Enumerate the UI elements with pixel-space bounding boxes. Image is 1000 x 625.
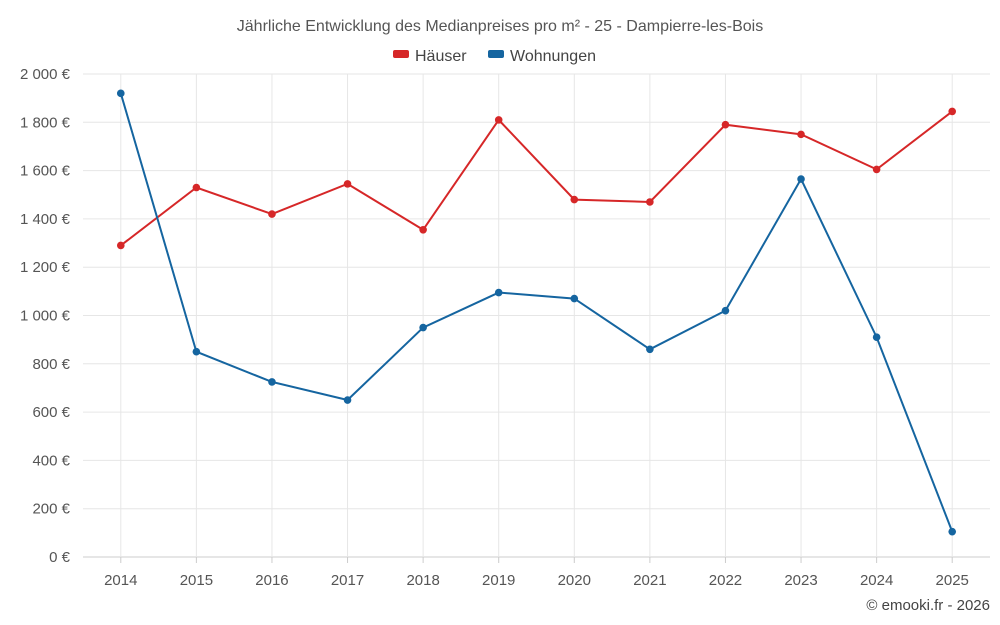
data-point[interactable] — [192, 183, 201, 192]
data-point[interactable] — [948, 107, 957, 116]
y-axis-ticks: 0 € 200 € 400 € 600 € 800 € 1 000 € 1 200 € 1 4… — [20, 66, 71, 566]
x-tick-label: 2020 — [558, 572, 591, 589]
x-tick-label: 2016 — [255, 572, 288, 589]
x-tick-label: 2024 — [860, 572, 893, 589]
series-line — [119, 93, 954, 533]
data-point[interactable] — [268, 210, 276, 218]
y-tick-label: 1 800 € — [20, 114, 71, 131]
series-layer — [116, 89, 957, 536]
data-point[interactable] — [268, 378, 276, 386]
series-1 — [116, 89, 957, 536]
credit-text: © emooki.fr - 2026 — [866, 597, 990, 614]
x-tick-label: 2019 — [482, 572, 515, 589]
data-point[interactable] — [797, 175, 805, 183]
data-point[interactable] — [419, 225, 427, 234]
data-point[interactable] — [116, 89, 125, 98]
data-point[interactable] — [494, 116, 503, 124]
data-point[interactable] — [721, 306, 730, 315]
chart-title: Jährliche Entwicklung des Medianpreises … — [237, 18, 763, 35]
series-0 — [116, 107, 957, 250]
y-tick-label: 200 € — [32, 501, 70, 518]
data-point[interactable] — [646, 198, 654, 206]
x-tick-label: 2022 — [709, 572, 742, 589]
y-tick-label: 400 € — [32, 452, 70, 469]
data-point[interactable] — [721, 120, 730, 129]
data-point[interactable] — [872, 333, 881, 342]
legend-label-wohnungen[interactable]: Wohnungen — [510, 48, 596, 65]
data-point[interactable] — [343, 396, 352, 404]
y-tick-label: 600 € — [32, 404, 70, 421]
legend-label-haeuser[interactable]: Häuser — [415, 48, 467, 65]
data-point[interactable] — [570, 294, 579, 303]
x-tick-label: 2021 — [633, 572, 666, 589]
data-point[interactable] — [570, 195, 579, 204]
x-tick-label: 2025 — [936, 572, 969, 589]
legend-swatch-haeuser — [393, 50, 409, 58]
y-tick-label: 0 € — [49, 549, 71, 566]
x-tick-label: 2014 — [104, 572, 137, 589]
data-point[interactable] — [494, 288, 503, 297]
data-point[interactable] — [192, 347, 201, 356]
y-tick-label: 2 000 € — [20, 66, 71, 83]
x-tick-label: 2023 — [784, 572, 817, 589]
legend-swatch-wohnungen — [488, 50, 504, 58]
series-line — [120, 110, 953, 247]
y-tick-label: 1 200 € — [20, 259, 71, 276]
data-point[interactable] — [116, 241, 125, 250]
data-point[interactable] — [646, 345, 654, 354]
data-point[interactable] — [797, 130, 805, 139]
legend: Häuser Wohnungen — [393, 48, 596, 65]
grid — [83, 73, 990, 558]
y-tick-label: 1 600 € — [20, 163, 71, 180]
data-point[interactable] — [872, 165, 881, 174]
x-tick-label: 2018 — [406, 572, 439, 589]
data-point[interactable] — [948, 527, 957, 536]
x-tick-label: 2017 — [331, 572, 364, 589]
data-point[interactable] — [419, 323, 427, 332]
x-tick-label: 2015 — [180, 572, 213, 589]
data-point[interactable] — [343, 180, 352, 188]
y-tick-label: 800 € — [32, 356, 70, 373]
x-axis-ticks: 2014 2015 2016 2017 2018 2019 2020 2021 2022 2023… — [104, 557, 969, 589]
y-tick-label: 1 000 € — [20, 308, 71, 325]
y-tick-label: 1 400 € — [20, 211, 71, 228]
